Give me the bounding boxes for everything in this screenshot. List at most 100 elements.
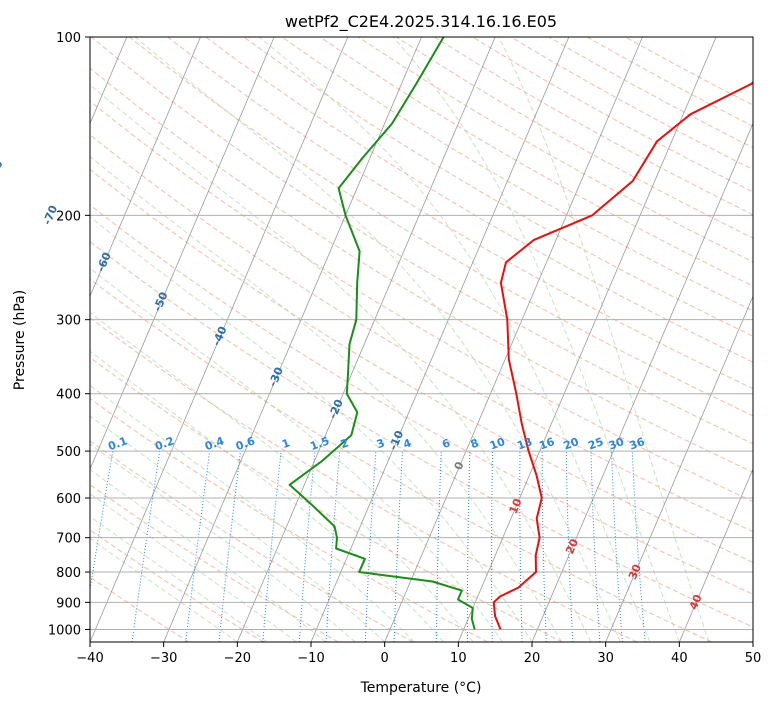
mixing-ratio-line bbox=[364, 451, 377, 642]
isotherm-line bbox=[678, 468, 753, 642]
dry-adiabat-line bbox=[90, 278, 712, 642]
y-axis-label: Pressure (hPa) bbox=[12, 290, 28, 390]
x-tick-label: 30 bbox=[597, 651, 614, 666]
x-tick-label: 50 bbox=[745, 651, 762, 666]
y-tick-label: 1000 bbox=[48, 623, 81, 638]
x-tick-label: −40 bbox=[76, 651, 103, 666]
mixing-ratio-label: 6 bbox=[440, 436, 452, 451]
dry-adiabat-line bbox=[90, 529, 264, 642]
isotherm-line bbox=[605, 295, 753, 642]
plot-background bbox=[90, 37, 753, 642]
mixing-ratio-line bbox=[611, 451, 623, 642]
dewpoint-profile-line bbox=[288, 37, 476, 630]
isotherm-line bbox=[310, 37, 570, 642]
y-tick-label: 800 bbox=[56, 566, 81, 581]
moist-adiabat-line bbox=[90, 84, 592, 642]
moist-adiabat-line bbox=[90, 311, 474, 642]
mixing-ratio-line bbox=[131, 451, 161, 642]
x-tick-label: 40 bbox=[671, 651, 688, 666]
x-tick-label: 10 bbox=[450, 651, 467, 666]
warm-isotherm-label: 20 bbox=[563, 537, 581, 556]
moist-adiabat-line bbox=[90, 384, 415, 642]
isotherm-line bbox=[236, 37, 496, 642]
warm-isotherm-label: 10 bbox=[507, 496, 525, 515]
isotherm-label: -80 bbox=[0, 158, 6, 182]
mixing-ratio-line bbox=[325, 451, 341, 642]
dry-adiabat-line bbox=[167, 37, 753, 390]
moist-adiabat-line bbox=[90, 415, 386, 642]
moist-adiabat-line bbox=[90, 350, 444, 642]
mixing-ratio-line bbox=[541, 451, 547, 642]
profile-lines bbox=[288, 37, 753, 630]
moist-adiabat-line bbox=[90, 267, 503, 642]
x-axis-label: Temperature (°C) bbox=[360, 680, 482, 696]
mixing-ratio-label: 16 bbox=[537, 435, 556, 453]
mixing-ratio-label: 30 bbox=[607, 435, 626, 453]
isotherm-line bbox=[384, 37, 643, 642]
mixing-ratio-label: 13 bbox=[515, 435, 534, 452]
isotherm-line bbox=[752, 640, 753, 642]
moist-adiabat-line bbox=[90, 443, 356, 642]
mixing-ratio-label: 1.5 bbox=[308, 434, 331, 453]
x-tick-label: −10 bbox=[297, 651, 324, 666]
isotherm-line bbox=[457, 37, 717, 642]
mixing-ratio-label: 8 bbox=[469, 436, 481, 451]
isotherm-line bbox=[531, 122, 753, 642]
x-tick-label: 0 bbox=[381, 651, 389, 666]
moist-adiabat-line bbox=[90, 468, 327, 642]
y-tick-label: 600 bbox=[56, 492, 81, 507]
y-tick-label: 400 bbox=[56, 388, 81, 403]
dry-adiabat-line bbox=[90, 67, 753, 473]
mixing-ratio-line bbox=[519, 451, 523, 642]
mixing-ratio-label: 20 bbox=[562, 435, 581, 453]
mixing-ratio-label: 3 bbox=[375, 436, 387, 451]
moist-adiabat-line bbox=[498, 37, 710, 642]
y-tick-label: 700 bbox=[56, 532, 81, 547]
mixing-ratio-label: 10 bbox=[488, 435, 507, 453]
warm-isotherm-label: 40 bbox=[687, 592, 705, 611]
dry-adiabat-line bbox=[281, 37, 753, 312]
y-tick-label: 100 bbox=[56, 31, 81, 46]
mixing-ratio-line bbox=[298, 451, 316, 642]
background-lines bbox=[90, 37, 753, 642]
x-tick-label: −20 bbox=[224, 651, 251, 666]
x-tick-label: 20 bbox=[524, 651, 541, 666]
mixing-ratio-label: 25 bbox=[586, 435, 605, 452]
mixing-ratio-label: 0.1 bbox=[106, 434, 129, 453]
mixing-ratio-line bbox=[631, 451, 646, 642]
mixing-ratio-label: 0.4 bbox=[203, 434, 226, 453]
isotherm-line bbox=[90, 37, 349, 642]
temperature-profile-line bbox=[492, 80, 753, 630]
y-tick-label: 900 bbox=[56, 596, 81, 611]
y-tick-label: 200 bbox=[56, 209, 81, 224]
dry-adiabat-line bbox=[90, 100, 753, 503]
mixing-ratio-line bbox=[565, 451, 574, 642]
mixing-ratio-label: 1 bbox=[280, 436, 292, 451]
mixing-ratio-line bbox=[466, 451, 471, 642]
y-tick-label: 300 bbox=[56, 314, 81, 329]
dry-adiabat-line bbox=[90, 397, 488, 642]
y-tick-label: 500 bbox=[56, 445, 81, 460]
plot-frame bbox=[89, 36, 754, 643]
dry-adiabat-line bbox=[90, 317, 638, 642]
moist-adiabat-line bbox=[90, 515, 268, 642]
dry-adiabat-line bbox=[90, 356, 563, 642]
dry-adiabat-line bbox=[90, 204, 753, 595]
dry-adiabat-line bbox=[90, 241, 753, 628]
mixing-ratio-label: 2 bbox=[339, 436, 351, 451]
isotherm-line bbox=[90, 37, 275, 471]
mixing-ratio-line bbox=[218, 451, 241, 642]
mixing-ratio-line bbox=[435, 451, 442, 642]
mixing-ratio-label: 36 bbox=[628, 435, 647, 453]
moist-adiabat-line bbox=[134, 37, 621, 642]
dry-adiabat-line bbox=[243, 37, 753, 337]
mixing-ratio-line bbox=[393, 451, 403, 642]
mixing-ratio-line bbox=[185, 451, 211, 642]
pressure-grid bbox=[90, 37, 753, 630]
mixing-ratio-label: 4 bbox=[401, 436, 413, 451]
mixing-ratio-label: 0.2 bbox=[153, 434, 176, 453]
mixing-ratio-line bbox=[262, 451, 282, 642]
moist-adiabat-line bbox=[90, 216, 533, 642]
moist-adiabat-line bbox=[90, 537, 238, 642]
